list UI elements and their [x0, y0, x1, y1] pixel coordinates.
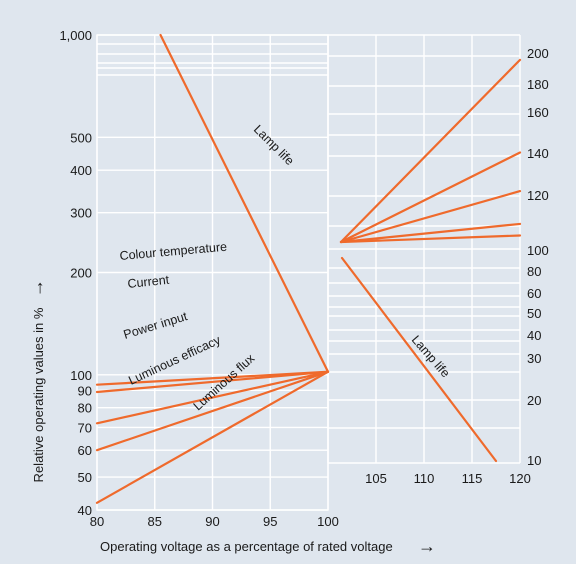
y-tick-label: 60: [78, 443, 92, 458]
y-axis-title: Relative operating values in %: [31, 307, 46, 482]
x-tick-label: 85: [148, 514, 162, 529]
data-layer: [95, 33, 522, 504]
x-axis-arrow: →: [418, 536, 436, 556]
y-tick-label: 1,000: [59, 28, 92, 43]
series-line: [159, 33, 330, 373]
y-tick-label: 100: [70, 368, 92, 383]
right-y-tick-label: 160: [527, 105, 549, 120]
tick-layer: 80 85 90 95 1004050607080901002003004005001,…: [59, 28, 548, 529]
series-line: [339, 234, 522, 244]
series-label: Colour temperature: [119, 240, 228, 263]
x-tick-label: 110: [414, 471, 435, 486]
right-y-tick-label: 80: [527, 264, 541, 279]
right-y-tick-label: 10: [527, 453, 541, 468]
right-y-tick-label: 50: [527, 306, 541, 321]
y-tick-label: 90: [78, 383, 92, 398]
y-axis-arrow: →: [27, 279, 47, 297]
y-tick-label: 400: [70, 163, 92, 178]
y-tick-label: 200: [70, 266, 92, 281]
right-y-tick-label: 30: [527, 351, 541, 366]
series-line: [340, 256, 498, 463]
x-axis-title: Operating voltage as a percentage of rat…: [100, 539, 393, 554]
x-tick-label: 95: [263, 514, 277, 529]
right-y-tick-label: 180: [527, 77, 549, 92]
right-y-tick-label: 20: [527, 393, 541, 408]
series-line: [95, 370, 330, 386]
series-line: [339, 190, 522, 244]
y-tick-label: 50: [78, 470, 92, 485]
series-line: [339, 58, 522, 244]
series-line: [95, 370, 330, 425]
series-label: Lamp life: [251, 122, 297, 168]
series-line: [95, 370, 330, 504]
right-y-tick-label: 100: [527, 243, 549, 258]
series-line: [95, 370, 330, 452]
series-label: Current: [127, 273, 170, 291]
grid-layer: [96, 34, 521, 511]
right-y-tick-label: 40: [527, 328, 541, 343]
y-tick-label: 70: [78, 420, 92, 435]
right-y-tick-label: 60: [527, 286, 541, 301]
right-y-tick-label: 200: [527, 46, 549, 61]
series-line: [339, 151, 522, 244]
x-tick-label: 80: [90, 514, 104, 529]
x-tick-label: 90: [205, 514, 219, 529]
y-tick-label: 300: [70, 206, 92, 221]
series-line: [339, 222, 522, 244]
right-y-tick-label: 140: [527, 146, 549, 161]
x-tick-label: 120: [509, 471, 531, 486]
x-tick-label: 100: [317, 514, 339, 529]
x-tick-label: 115: [462, 471, 483, 486]
x-tick-label: 105: [365, 471, 387, 486]
series-label: Power input: [122, 309, 190, 342]
right-y-tick-label: 120: [527, 188, 549, 203]
y-tick-label: 80: [78, 401, 92, 416]
y-tick-label: 500: [70, 130, 92, 145]
y-tick-label: 40: [78, 503, 92, 518]
series-line: [95, 370, 330, 394]
